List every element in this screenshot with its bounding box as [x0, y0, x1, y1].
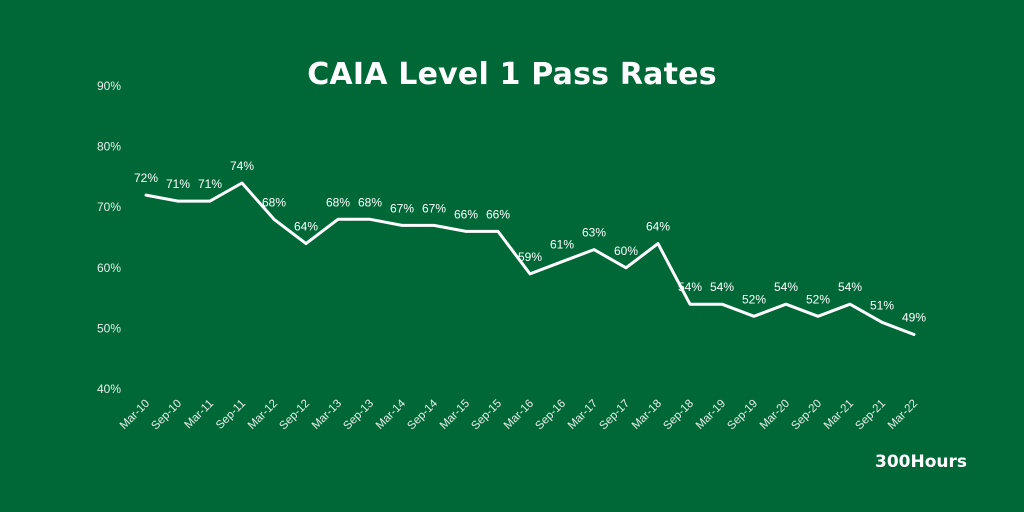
data-label: 71% — [166, 177, 190, 191]
x-tick-label: Mar-21 — [822, 398, 856, 432]
data-label: 52% — [742, 292, 766, 306]
y-tick-label: 80% — [97, 140, 121, 154]
data-label: 74% — [230, 159, 254, 173]
x-tick-label: Mar-20 — [758, 398, 792, 432]
x-tick-label: Sep-20 — [789, 398, 824, 433]
data-label: 54% — [838, 280, 862, 294]
data-label: 68% — [262, 195, 286, 209]
data-label: 61% — [550, 238, 574, 252]
x-tick-label: Sep-18 — [661, 398, 696, 433]
x-tick-label: Mar-17 — [566, 398, 600, 432]
x-axis: Mar-10Sep-10Mar-11Sep-11Mar-12Sep-12Mar-… — [118, 397, 920, 432]
data-label: 71% — [198, 177, 222, 191]
data-label: 72% — [134, 171, 158, 185]
data-label: 60% — [614, 244, 638, 258]
y-tick-label: 50% — [97, 321, 121, 335]
x-tick-label: Mar-18 — [630, 398, 664, 432]
data-label: 59% — [518, 250, 542, 264]
y-tick-label: 70% — [97, 200, 121, 214]
data-label: 54% — [774, 280, 798, 294]
x-tick-label: Sep-17 — [597, 398, 632, 433]
x-tick-label: Sep-13 — [341, 398, 376, 433]
data-label: 52% — [806, 292, 830, 306]
data-label: 64% — [294, 220, 318, 234]
data-label: 67% — [422, 201, 446, 215]
data-label: 64% — [646, 220, 670, 234]
x-tick-label: Sep-16 — [533, 398, 568, 433]
data-labels: 72% 71% 71% 74% 68% 64% 68% 68% 67% 67% 66% 66% 59% 6… — [134, 159, 926, 324]
data-label: 54% — [710, 280, 734, 294]
x-tick-label: Mar-11 — [182, 398, 216, 432]
series-line — [144, 181, 916, 336]
x-tick-label: Sep-15 — [469, 398, 504, 433]
x-tick-label: Sep-11 — [214, 398, 248, 432]
y-tick-label: 40% — [97, 382, 121, 396]
x-tick-label: Sep-10 — [149, 398, 184, 433]
y-axis: 40% 50% 60% 70% 80% 90% — [97, 79, 121, 396]
x-tick-label: Mar-16 — [502, 398, 536, 432]
chart-title: CAIA Level 1 Pass Rates — [307, 57, 717, 92]
x-tick-label: Sep-19 — [725, 398, 760, 433]
x-tick-label: Mar-22 — [886, 398, 920, 432]
x-tick-label: Sep-12 — [277, 398, 312, 433]
data-label: 68% — [326, 195, 350, 209]
brand-logo: 300Hours — [875, 452, 967, 472]
data-label: 51% — [870, 298, 894, 312]
x-tick-label: Mar-10 — [118, 398, 152, 432]
x-tick-label: Mar-13 — [310, 398, 344, 432]
data-label: 67% — [390, 201, 414, 215]
data-label: 63% — [582, 226, 606, 240]
data-label: 66% — [486, 207, 510, 221]
x-tick-label: Mar-12 — [246, 398, 280, 432]
y-tick-label: 90% — [97, 79, 121, 93]
x-tick-label: Mar-14 — [374, 397, 409, 432]
data-label: 49% — [902, 310, 926, 324]
x-tick-label: Sep-14 — [405, 397, 440, 432]
y-tick-label: 60% — [97, 261, 121, 275]
x-tick-label: Mar-15 — [438, 398, 472, 432]
data-label: 68% — [358, 195, 382, 209]
x-tick-label: Sep-21 — [853, 398, 888, 433]
x-tick-label: Mar-19 — [694, 398, 728, 432]
data-label: 66% — [454, 207, 478, 221]
data-label: 54% — [678, 280, 702, 294]
